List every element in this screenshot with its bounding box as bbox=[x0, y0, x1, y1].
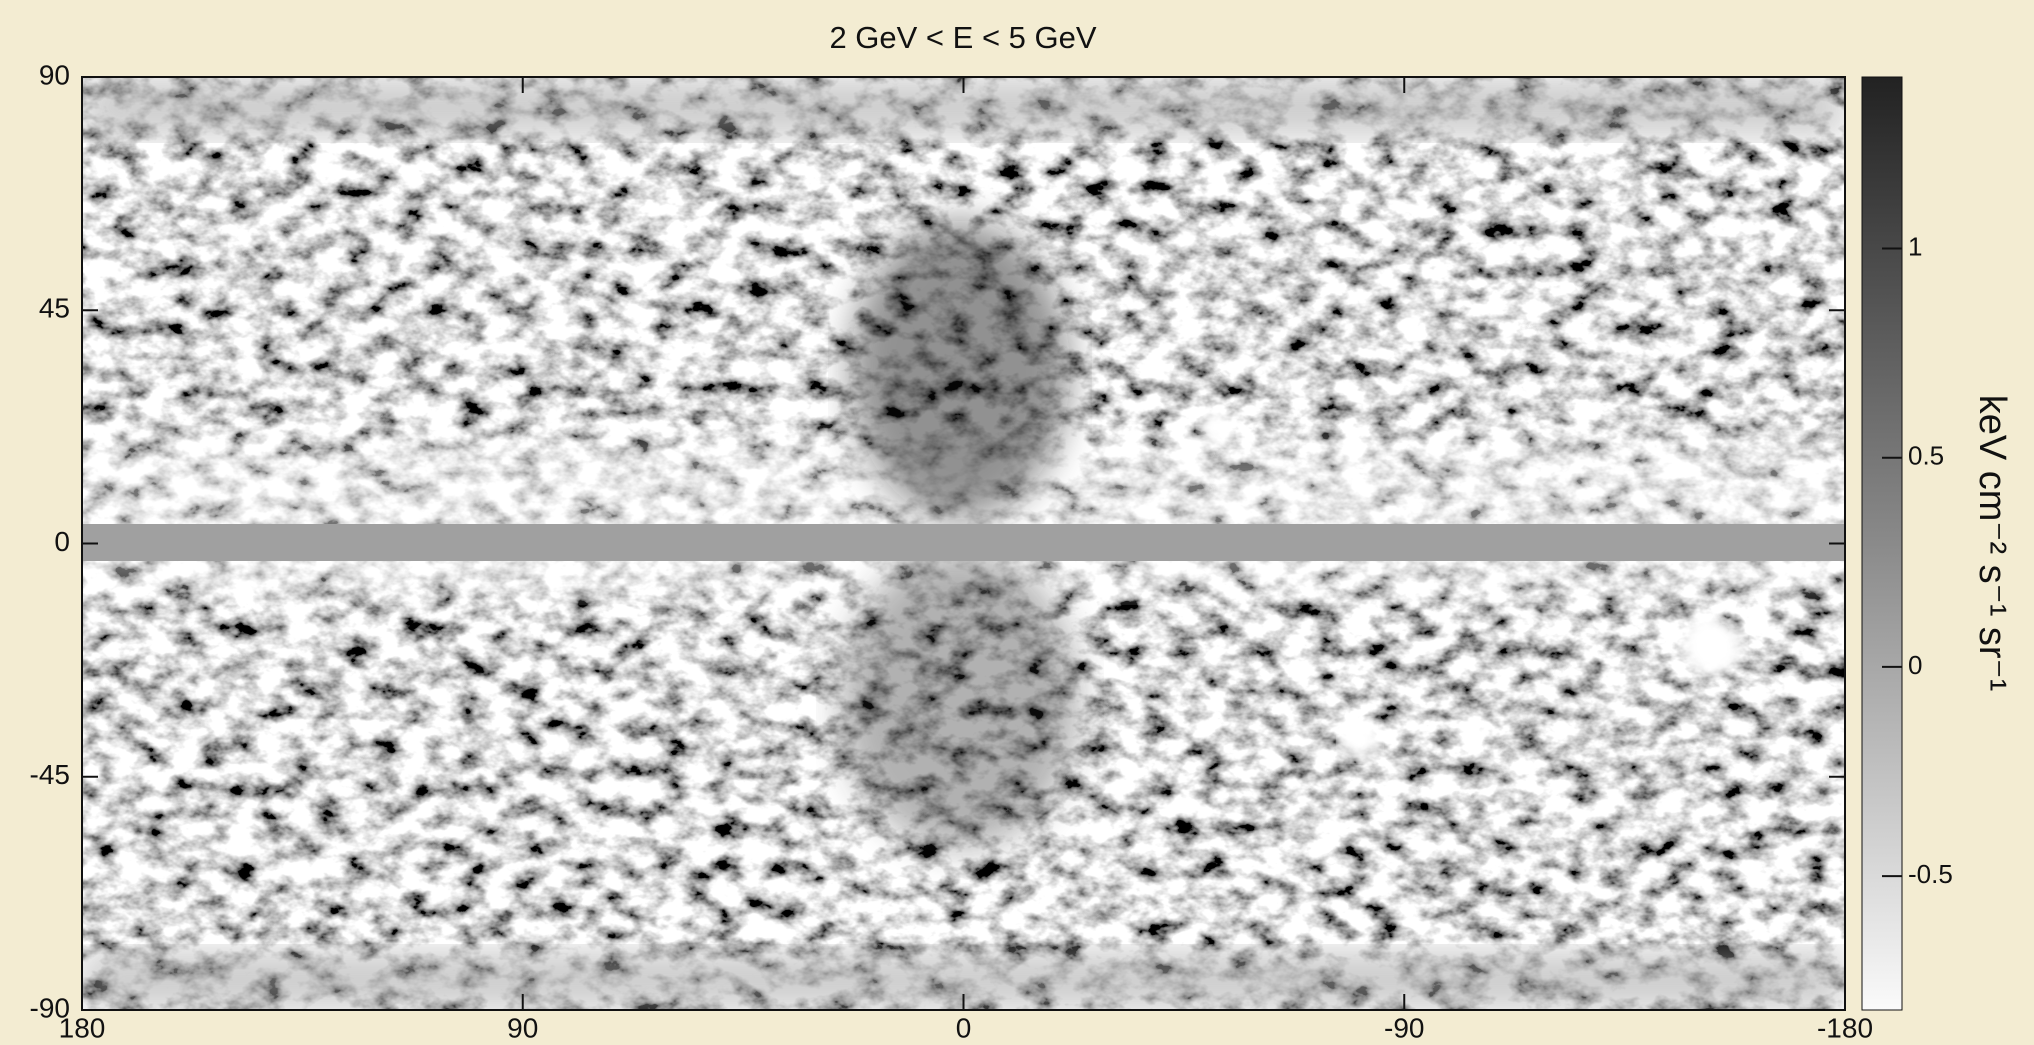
colorbar-tick-label: 1 bbox=[1908, 231, 1922, 261]
x-tick-label: 90 bbox=[507, 1012, 538, 1043]
plane-mask bbox=[82, 524, 1845, 561]
point-source bbox=[1199, 412, 1231, 444]
y-tick-label: 90 bbox=[39, 59, 70, 90]
y-tick-label: -45 bbox=[30, 759, 70, 790]
y-tick-label: -90 bbox=[30, 992, 70, 1023]
x-tick-label: 0 bbox=[956, 1012, 972, 1043]
y-tick-label: 0 bbox=[54, 526, 70, 557]
chart-title: 2 GeV < E < 5 GeV bbox=[829, 20, 1096, 55]
x-tick-label: -90 bbox=[1384, 1012, 1424, 1043]
colorbar-tick-label: 0.5 bbox=[1908, 441, 1944, 471]
point-source bbox=[1682, 615, 1742, 675]
colorbar bbox=[1862, 77, 1902, 1010]
chart: 2 GeV < E < 5 GeV keV cm⁻² s⁻¹ sr⁻¹ 1809… bbox=[0, 0, 2034, 1045]
point-source bbox=[1340, 720, 1380, 760]
page: {"chart_data": { "type": "skymap", "titl… bbox=[0, 0, 2034, 1045]
sky-map bbox=[82, 77, 1845, 1010]
colorbar-label: keV cm⁻² s⁻¹ sr⁻¹ bbox=[1971, 395, 2013, 692]
bubble-north bbox=[850, 220, 1070, 520]
colorbar-tick-label: -0.5 bbox=[1908, 859, 1953, 889]
colorbar-tick-label: 0 bbox=[1908, 650, 1922, 680]
bubble-south bbox=[840, 550, 1080, 850]
x-tick-label: -180 bbox=[1817, 1012, 1873, 1043]
y-tick-label: 45 bbox=[39, 293, 70, 324]
